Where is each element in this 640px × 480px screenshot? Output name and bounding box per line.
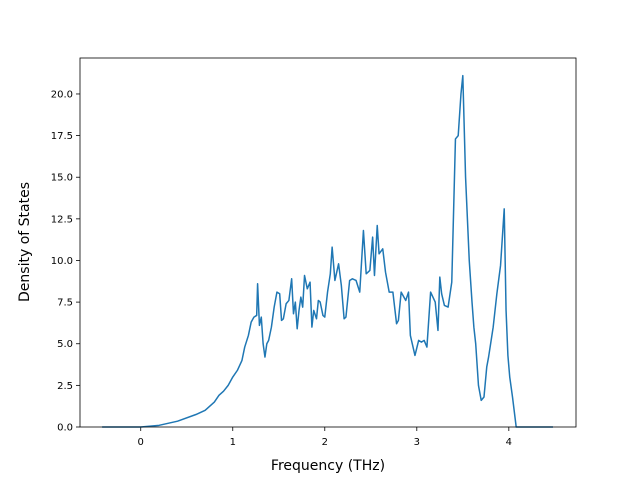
x-tick-label: 0 (138, 437, 144, 448)
y-tick-label: 7.5 (57, 298, 73, 309)
y-tick-label: 2.5 (57, 381, 73, 392)
x-tick-label: 1 (230, 437, 236, 448)
dos-line (102, 74, 553, 428)
x-tick-label: 2 (322, 437, 328, 448)
x-tick-label: 4 (506, 437, 512, 448)
x-axis-label: Frequency (THz) (271, 458, 385, 474)
y-tick-label: 5.0 (57, 339, 73, 350)
y-axis-label: Density of States (17, 182, 33, 302)
y-tick-label: 17.5 (51, 131, 73, 142)
y-tick-label: 15.0 (51, 173, 73, 184)
y-tick-label: 20.0 (51, 89, 73, 100)
y-tick-label: 0.0 (57, 423, 73, 434)
y-tick-label: 12.5 (51, 214, 73, 225)
x-tick-label: 3 (414, 437, 420, 448)
plot-frame (79, 57, 577, 428)
y-tick-label: 10.0 (51, 256, 73, 267)
